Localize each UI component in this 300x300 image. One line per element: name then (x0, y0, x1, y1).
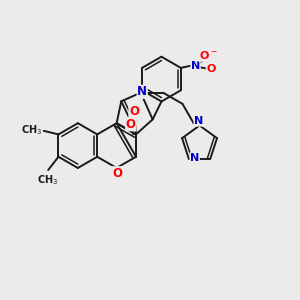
Text: O: O (206, 64, 216, 74)
Text: O: O (129, 105, 139, 118)
Text: O$^-$: O$^-$ (199, 49, 217, 61)
Text: CH$_3$: CH$_3$ (21, 123, 42, 136)
Text: O: O (126, 118, 136, 131)
Text: N: N (190, 153, 199, 163)
Text: $^+$: $^+$ (197, 56, 205, 65)
Text: N: N (137, 85, 147, 98)
Text: O: O (112, 167, 122, 180)
Text: N: N (191, 61, 200, 71)
Text: N: N (194, 116, 203, 126)
Text: CH$_3$: CH$_3$ (37, 174, 58, 188)
